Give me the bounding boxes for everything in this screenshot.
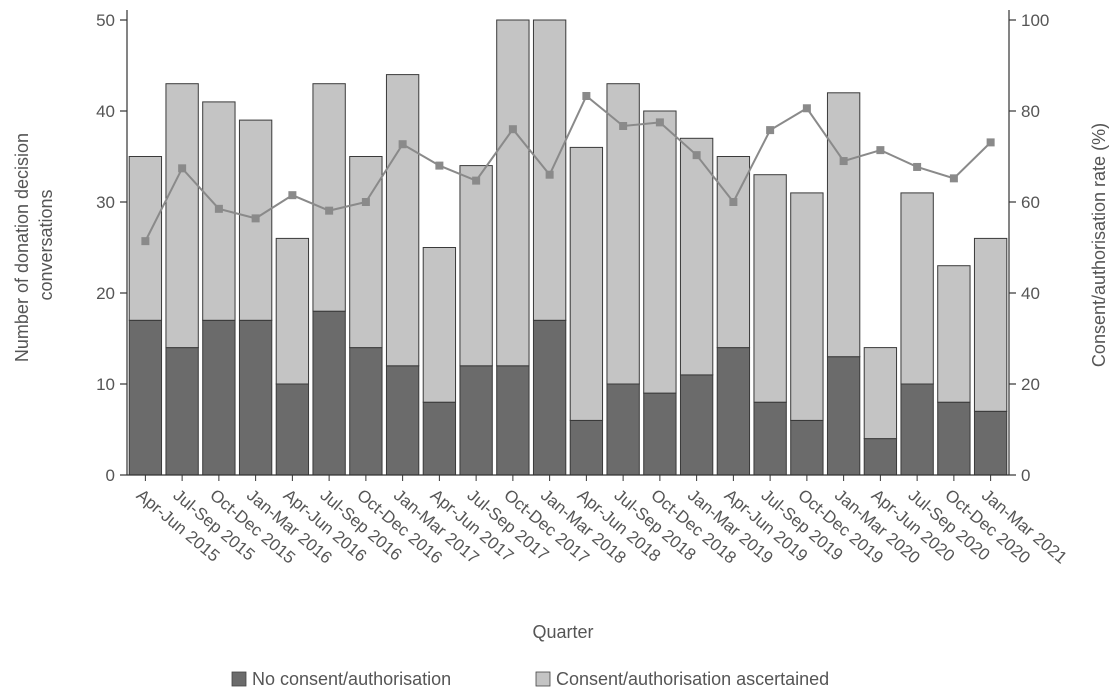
bar-consent (900, 192, 934, 385)
y-axis-title-line-1: Number of donation decision (12, 133, 32, 362)
y-tick-label: 50 (96, 11, 115, 30)
bar-consent (973, 237, 1008, 412)
y2-tick-label: 80 (1021, 102, 1040, 121)
bar-consent (937, 265, 971, 403)
bar-no-consent (826, 356, 861, 476)
rate-point (214, 204, 223, 213)
bar-consent (349, 156, 383, 349)
y2-tick-label: 40 (1021, 284, 1040, 303)
rate-point (545, 170, 554, 179)
bar-no-consent (716, 347, 751, 476)
rate-point (508, 125, 517, 134)
rate-point (178, 164, 187, 173)
bar-no-consent (679, 374, 714, 476)
bar-no-consent (312, 310, 346, 476)
y-axis-title-line-2: conversations (36, 189, 56, 300)
bar-no-consent (643, 392, 677, 476)
legend-swatch-no-consent (231, 671, 247, 687)
rate-point (913, 162, 922, 171)
bar-no-consent (422, 401, 457, 476)
legend: No consent/authorisation Consent/authori… (231, 669, 829, 689)
bar-consent (863, 347, 898, 440)
y2-tick-label: 100 (1021, 11, 1049, 30)
bar-consent (275, 237, 310, 385)
bar-no-consent (202, 319, 236, 476)
bar-no-consent (128, 319, 163, 476)
rate-point (288, 191, 297, 200)
bar-consent (165, 83, 199, 349)
bar-consent (385, 74, 420, 367)
bar-consent (422, 247, 457, 403)
y-tick-label: 20 (96, 284, 115, 303)
bar-consent (790, 192, 824, 421)
bar-no-consent (385, 365, 420, 476)
legend-swatch-consent (535, 671, 551, 687)
bar-consent (532, 19, 567, 321)
y2-tick-label: 20 (1021, 375, 1040, 394)
bar-no-consent (275, 383, 310, 476)
x-axis-title: Quarter (532, 622, 593, 642)
rate-point (655, 118, 664, 127)
bar-consent (826, 92, 861, 358)
bar-consent (716, 156, 751, 349)
bar-consent (753, 174, 787, 403)
bar-no-consent (496, 365, 530, 476)
bar-consent (312, 83, 346, 312)
rate-point (949, 174, 958, 183)
bar-no-consent (790, 419, 824, 476)
rate-point (986, 138, 995, 147)
legend-label-no-consent: No consent/authorisation (252, 669, 451, 689)
legend-label-consent: Consent/authorisation ascertained (556, 669, 829, 689)
bar-no-consent (753, 401, 787, 476)
y2-tick-label: 0 (1021, 466, 1030, 485)
bar-consent (496, 19, 530, 367)
bar-no-consent (606, 383, 640, 476)
bars-layer (128, 19, 1008, 476)
y-tick-label: 0 (106, 466, 115, 485)
bar-consent (459, 165, 493, 367)
y-tick-label: 10 (96, 375, 115, 394)
bar-consent (679, 137, 714, 376)
y-tick-label: 40 (96, 102, 115, 121)
rate-point (251, 214, 260, 223)
bar-no-consent (569, 419, 604, 476)
bar-no-consent (937, 401, 971, 476)
bar-no-consent (165, 347, 199, 476)
y2-axis-title: Consent/authorisation rate (%) (1089, 123, 1109, 367)
rate-point (582, 91, 591, 100)
rate-point (766, 126, 775, 135)
rate-line (144, 94, 992, 242)
bar-no-consent (973, 410, 1008, 476)
bar-no-consent (349, 347, 383, 476)
bar-no-consent (532, 319, 567, 476)
bar-no-consent (900, 383, 934, 476)
rate-point (435, 161, 444, 170)
bar-no-consent (863, 438, 898, 476)
bar-no-consent (238, 319, 273, 476)
bar-consent (606, 83, 640, 385)
y2-tick-label: 60 (1021, 193, 1040, 212)
rate-point (361, 198, 370, 206)
rate-point (729, 198, 738, 206)
y-tick-label: 30 (96, 193, 115, 212)
rate-point (692, 151, 701, 160)
bar-consent (643, 110, 677, 394)
rate-point (398, 140, 407, 149)
bar-consent (569, 146, 604, 421)
rate-point (141, 237, 150, 246)
rate-point (325, 206, 334, 215)
y-axis-title: Number of donation decision conversation… (12, 128, 56, 362)
bar-no-consent (459, 365, 493, 476)
rate-point (619, 122, 628, 131)
rate-point (839, 157, 848, 166)
line-layer (141, 91, 995, 246)
rate-point (802, 104, 811, 113)
rate-point (472, 176, 481, 185)
rate-point (876, 146, 885, 155)
